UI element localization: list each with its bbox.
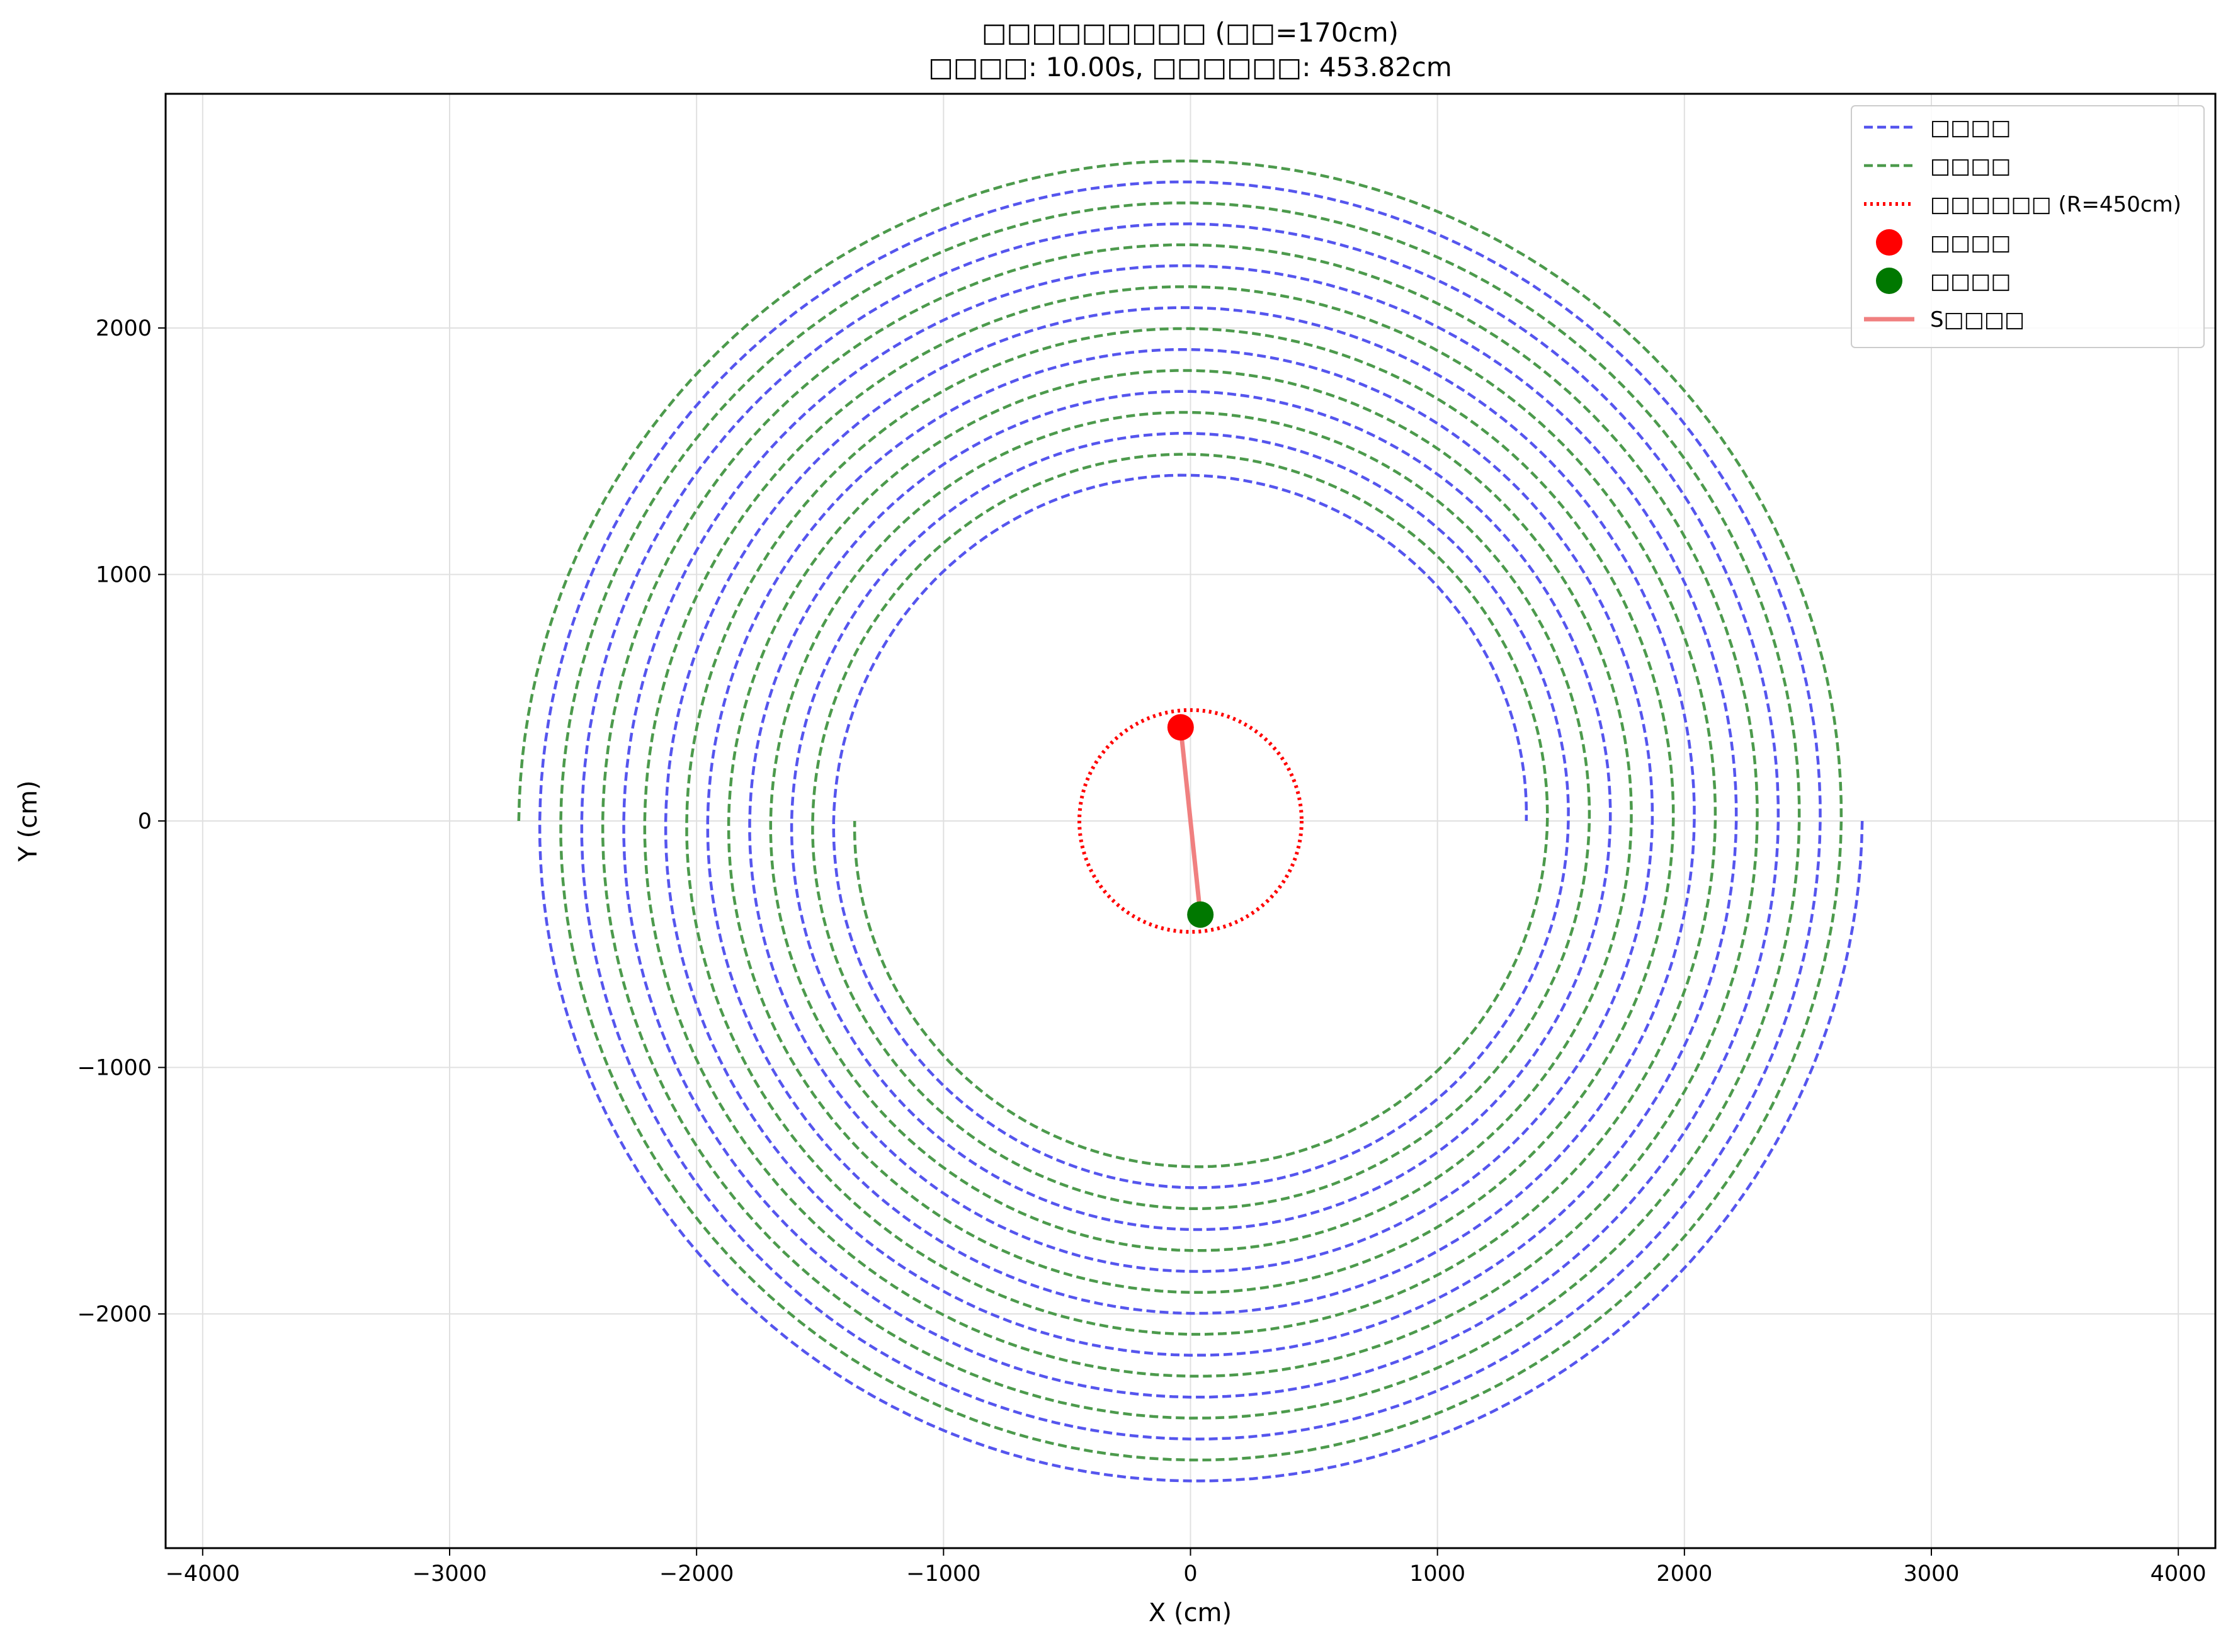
x-tick-label: 2000 <box>1656 1561 1712 1587</box>
legend-label: □□□□□□ (R=450cm) <box>1930 192 2181 217</box>
y-axis-label: Y (cm) <box>14 780 43 862</box>
chart-subtitle: □□□□: 10.00s, □□□□□□: 453.82cm <box>928 52 1452 82</box>
y-tick-label: 2000 <box>96 316 152 341</box>
legend-box <box>1851 105 2205 348</box>
x-tick-label: 1000 <box>1409 1561 1465 1587</box>
series-4-point <box>1187 901 1214 928</box>
x-tick-label: 4000 <box>2151 1561 2207 1587</box>
tick-layer: −4000 −3000 −2000 −1000 0 1000 2000 3000 4000 −20… <box>77 316 2207 1587</box>
series-0-spiral <box>538 180 1864 1483</box>
y-tick-label: −2000 <box>77 1302 152 1327</box>
legend-label: □□□□ <box>1930 154 2011 179</box>
legend-handle <box>1876 268 1902 294</box>
x-tick-label: −4000 <box>166 1561 240 1587</box>
chart-title: □□□□□□□□□ (□□=170cm) <box>982 17 1399 48</box>
legend-label: □□□□ <box>1930 115 2011 140</box>
y-tick-label: 1000 <box>96 562 152 587</box>
series-3-point <box>1167 714 1194 741</box>
x-axis-label: X (cm) <box>1149 1598 1232 1627</box>
x-tick-label: −3000 <box>412 1561 487 1587</box>
plot-layer <box>517 159 1864 1483</box>
y-tick-label: −1000 <box>77 1056 152 1081</box>
legend: □□□□ □□□□ □□□□□□ (R=450cm) □□□□ □□□□ S□□□□ <box>1851 105 2205 348</box>
series-1-spiral <box>517 159 1843 1462</box>
x-tick-label: 0 <box>1183 1561 1197 1587</box>
legend-label: □□□□ <box>1930 230 2011 256</box>
x-tick-label: 3000 <box>1903 1561 1959 1587</box>
legend-handle <box>1876 229 1902 256</box>
series-2-circle <box>1077 708 1304 934</box>
y-tick-label: 0 <box>138 809 152 834</box>
x-tick-label: −2000 <box>659 1561 734 1587</box>
legend-label: □□□□ <box>1930 269 2011 294</box>
series-5-segment <box>1178 727 1203 915</box>
legend-label: S□□□□ <box>1930 307 2025 332</box>
x-tick-label: −1000 <box>906 1561 980 1587</box>
